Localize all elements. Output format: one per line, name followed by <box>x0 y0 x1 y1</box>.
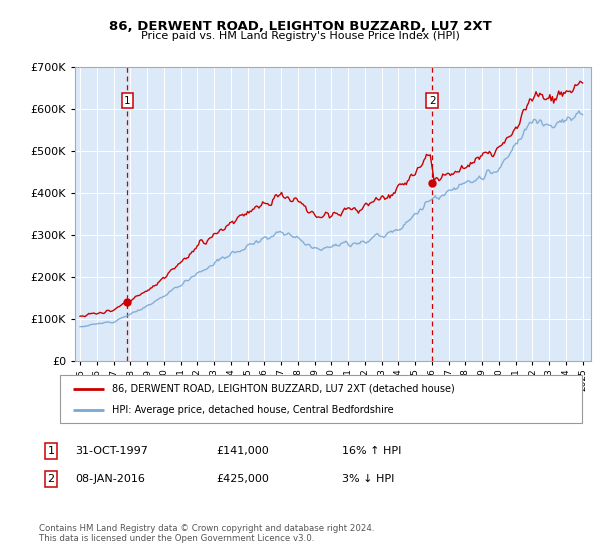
Text: 1: 1 <box>124 96 131 106</box>
Text: Contains HM Land Registry data © Crown copyright and database right 2024.
This d: Contains HM Land Registry data © Crown c… <box>39 524 374 543</box>
Text: £141,000: £141,000 <box>216 446 269 456</box>
Text: 86, DERWENT ROAD, LEIGHTON BUZZARD, LU7 2XT: 86, DERWENT ROAD, LEIGHTON BUZZARD, LU7 … <box>109 20 491 32</box>
Text: 16% ↑ HPI: 16% ↑ HPI <box>342 446 401 456</box>
Text: HPI: Average price, detached house, Central Bedfordshire: HPI: Average price, detached house, Cent… <box>112 405 394 416</box>
Text: Price paid vs. HM Land Registry's House Price Index (HPI): Price paid vs. HM Land Registry's House … <box>140 31 460 41</box>
Text: £425,000: £425,000 <box>216 474 269 484</box>
Text: 86, DERWENT ROAD, LEIGHTON BUZZARD, LU7 2XT (detached house): 86, DERWENT ROAD, LEIGHTON BUZZARD, LU7 … <box>112 384 455 394</box>
Text: 1: 1 <box>47 446 55 456</box>
Text: 08-JAN-2016: 08-JAN-2016 <box>75 474 145 484</box>
Text: 31-OCT-1997: 31-OCT-1997 <box>75 446 148 456</box>
FancyBboxPatch shape <box>60 375 582 423</box>
Text: 2: 2 <box>429 96 436 106</box>
Text: 3% ↓ HPI: 3% ↓ HPI <box>342 474 394 484</box>
Text: 2: 2 <box>47 474 55 484</box>
